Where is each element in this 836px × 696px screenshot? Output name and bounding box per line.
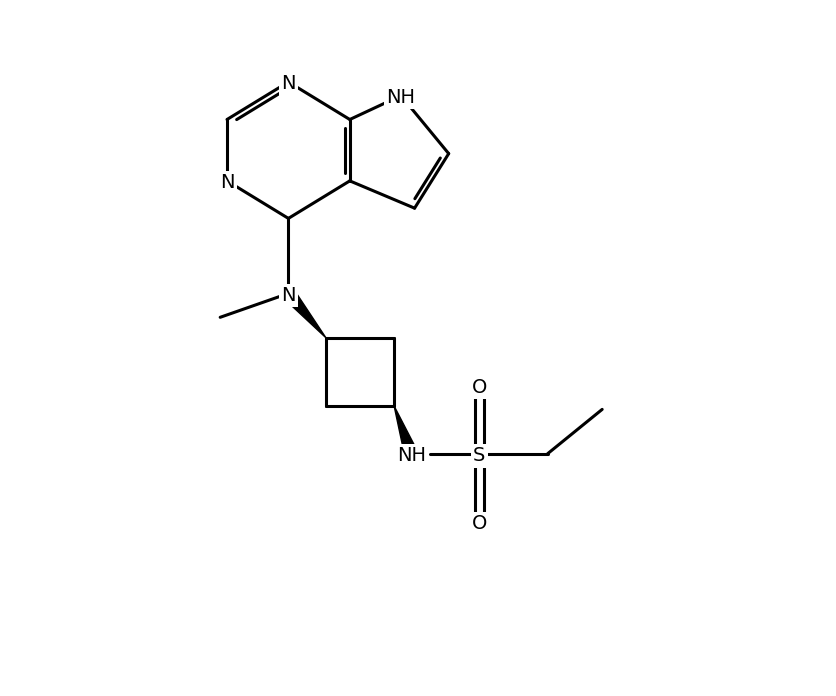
Text: N: N bbox=[281, 286, 296, 305]
Polygon shape bbox=[283, 289, 326, 338]
Text: NH: NH bbox=[386, 88, 415, 107]
Text: O: O bbox=[472, 378, 487, 397]
Text: NH: NH bbox=[396, 446, 426, 465]
Text: S: S bbox=[473, 446, 486, 465]
Text: N: N bbox=[281, 74, 296, 93]
Polygon shape bbox=[394, 406, 418, 456]
Text: O: O bbox=[472, 514, 487, 533]
Text: N: N bbox=[220, 173, 234, 192]
